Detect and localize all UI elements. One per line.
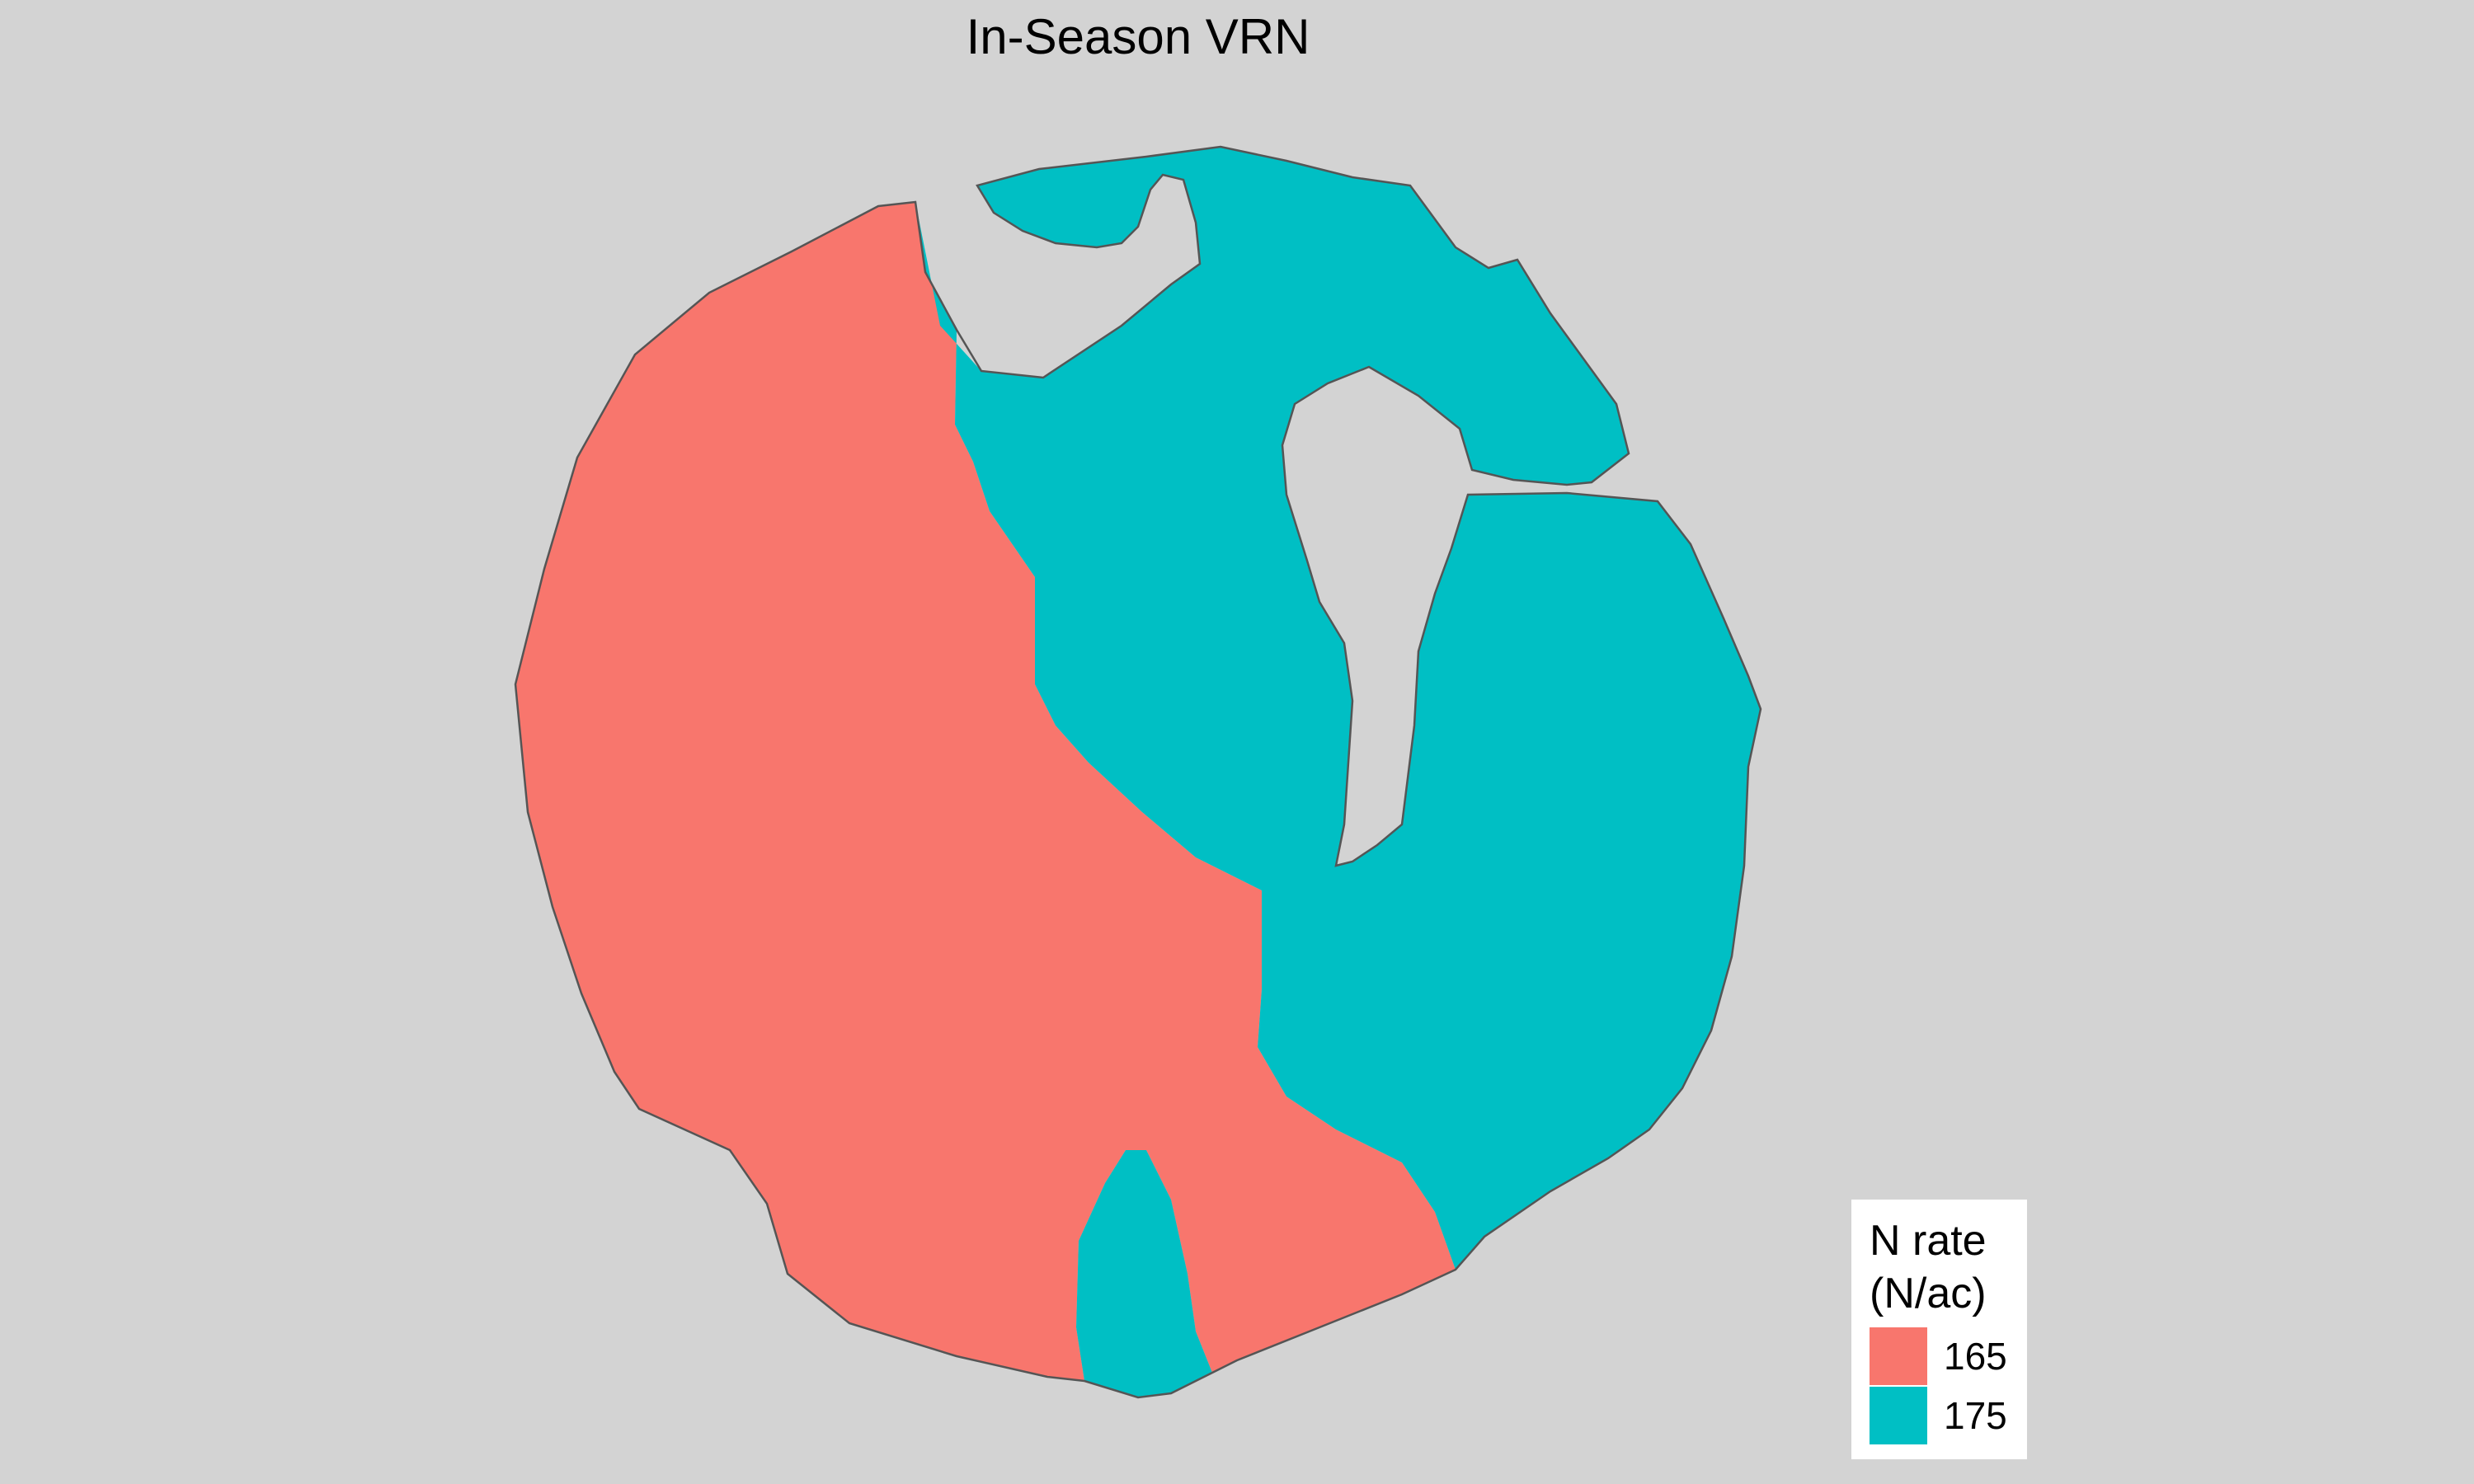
legend-label-165: 165 [1944, 1335, 2007, 1378]
map-title: In-Season VRN [966, 9, 1310, 64]
legend-label-175: 175 [1944, 1394, 2007, 1437]
zone-175-south [1076, 1150, 1212, 1397]
zone-175-north [915, 147, 1761, 1270]
legend-title-line1: N rate [1870, 1217, 1987, 1265]
legend-title-line2: (N/ac) [1870, 1270, 1987, 1317]
legend-swatch-165 [1870, 1327, 1927, 1385]
legend-swatch-175 [1870, 1387, 1927, 1444]
legend-title: N rate (N/ac) [1870, 1214, 1987, 1320]
zone-165 [515, 202, 1456, 1381]
field-boundary [514, 145, 1762, 1399]
legend: N rate (N/ac) 165 175 [1851, 1200, 2027, 1459]
